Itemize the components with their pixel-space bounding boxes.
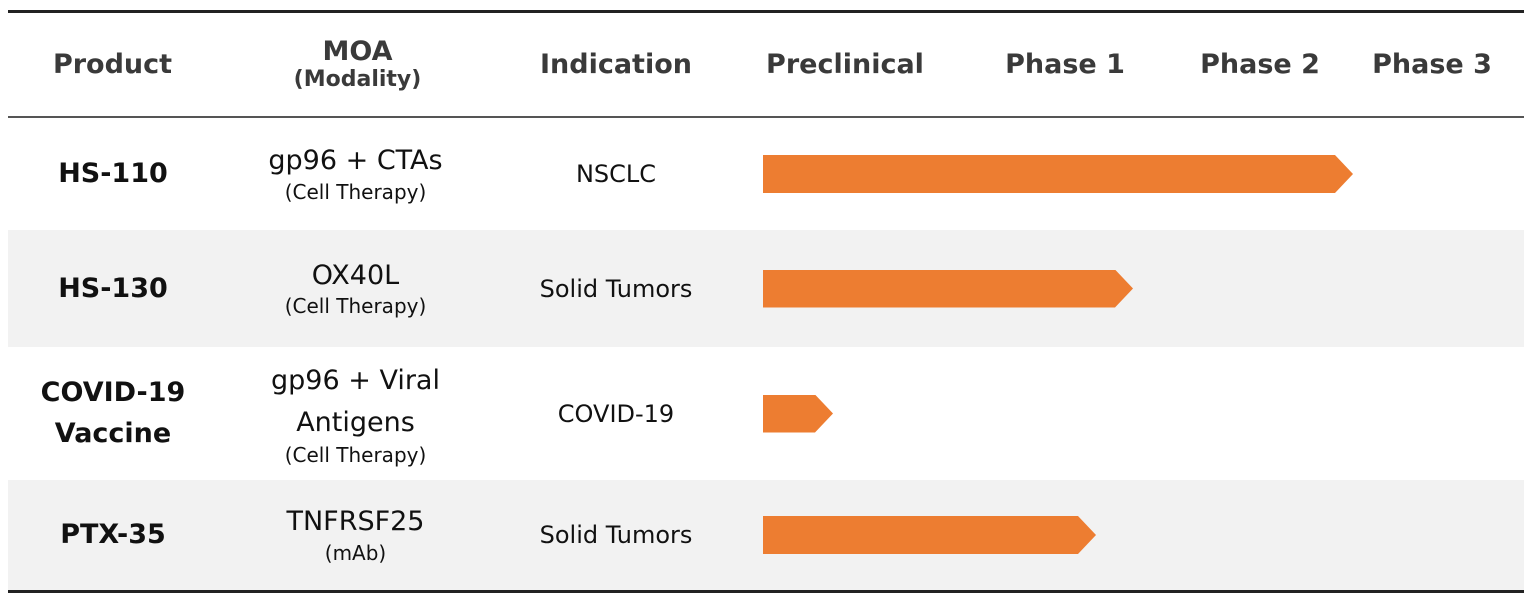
indication: Solid Tumors bbox=[539, 521, 693, 549]
indication: NSCLC bbox=[575, 160, 657, 188]
header-cell: Phase 3 bbox=[1357, 12, 1507, 116]
modality: (Cell Therapy) bbox=[284, 294, 427, 319]
header-phase: Phase 2 bbox=[1200, 48, 1320, 80]
header-product: Product bbox=[52, 48, 173, 80]
progress-arrow bbox=[763, 270, 1133, 308]
progress-arrow bbox=[763, 395, 833, 433]
modality: (mAb) bbox=[324, 540, 387, 565]
header-rule bbox=[8, 116, 1524, 118]
header-cell: Phase 1 bbox=[990, 12, 1140, 116]
header-moa-sub: (Modality) bbox=[293, 67, 422, 92]
progress-arrow bbox=[763, 516, 1096, 554]
header-cell: Phase 2 bbox=[1185, 12, 1335, 116]
top-rule bbox=[8, 10, 1524, 13]
header-cell: Product bbox=[20, 12, 205, 116]
header-cell: MOA (Modality) bbox=[250, 12, 465, 116]
header-phase: Phase 1 bbox=[1005, 48, 1125, 80]
indication: COVID-19 bbox=[557, 399, 675, 428]
moa-cell: gp96 + Viral Antigens (Cell Therapy) bbox=[248, 347, 463, 480]
header-moa: MOA bbox=[322, 36, 393, 67]
pipeline-row: PTX-35 TNFRSF25 (mAb) Solid Tumors bbox=[8, 480, 1524, 590]
modality: (Cell Therapy) bbox=[284, 443, 427, 468]
indication: Solid Tumors bbox=[539, 274, 693, 303]
bottom-rule bbox=[8, 590, 1524, 593]
moa: gp96 + CTAs bbox=[268, 145, 443, 177]
product: HS-110 bbox=[58, 158, 168, 190]
header-cell: Preclinical bbox=[760, 12, 930, 116]
moa-cell: gp96 + CTAs (Cell Therapy) bbox=[248, 118, 463, 230]
product: PTX-35 bbox=[60, 519, 166, 551]
moa: gp96 + Viral Antigens bbox=[271, 364, 440, 438]
moa: OX40L bbox=[311, 259, 400, 291]
pipeline-row: COVID-19 Vaccine gp96 + Viral Antigens (C… bbox=[8, 347, 1524, 480]
moa: TNFRSF25 bbox=[286, 506, 425, 538]
header-phase: Phase 3 bbox=[1372, 48, 1492, 80]
pipeline-row: HS-110 gp96 + CTAs (Cell Therapy) NSCLC bbox=[8, 118, 1524, 230]
moa-cell: TNFRSF25 (mAb) bbox=[248, 480, 463, 590]
header-cell: Indication bbox=[510, 12, 722, 116]
pipeline-row: HS-130 OX40L (Cell Therapy) Solid Tumors bbox=[8, 230, 1524, 347]
product: COVID-19 Vaccine bbox=[40, 377, 186, 449]
header-indication: Indication bbox=[539, 48, 692, 80]
progress-arrow bbox=[763, 155, 1353, 193]
product: HS-130 bbox=[58, 272, 168, 304]
header-phase: Preclinical bbox=[766, 48, 924, 80]
moa-cell: OX40L (Cell Therapy) bbox=[248, 230, 463, 347]
modality: (Cell Therapy) bbox=[284, 179, 427, 204]
